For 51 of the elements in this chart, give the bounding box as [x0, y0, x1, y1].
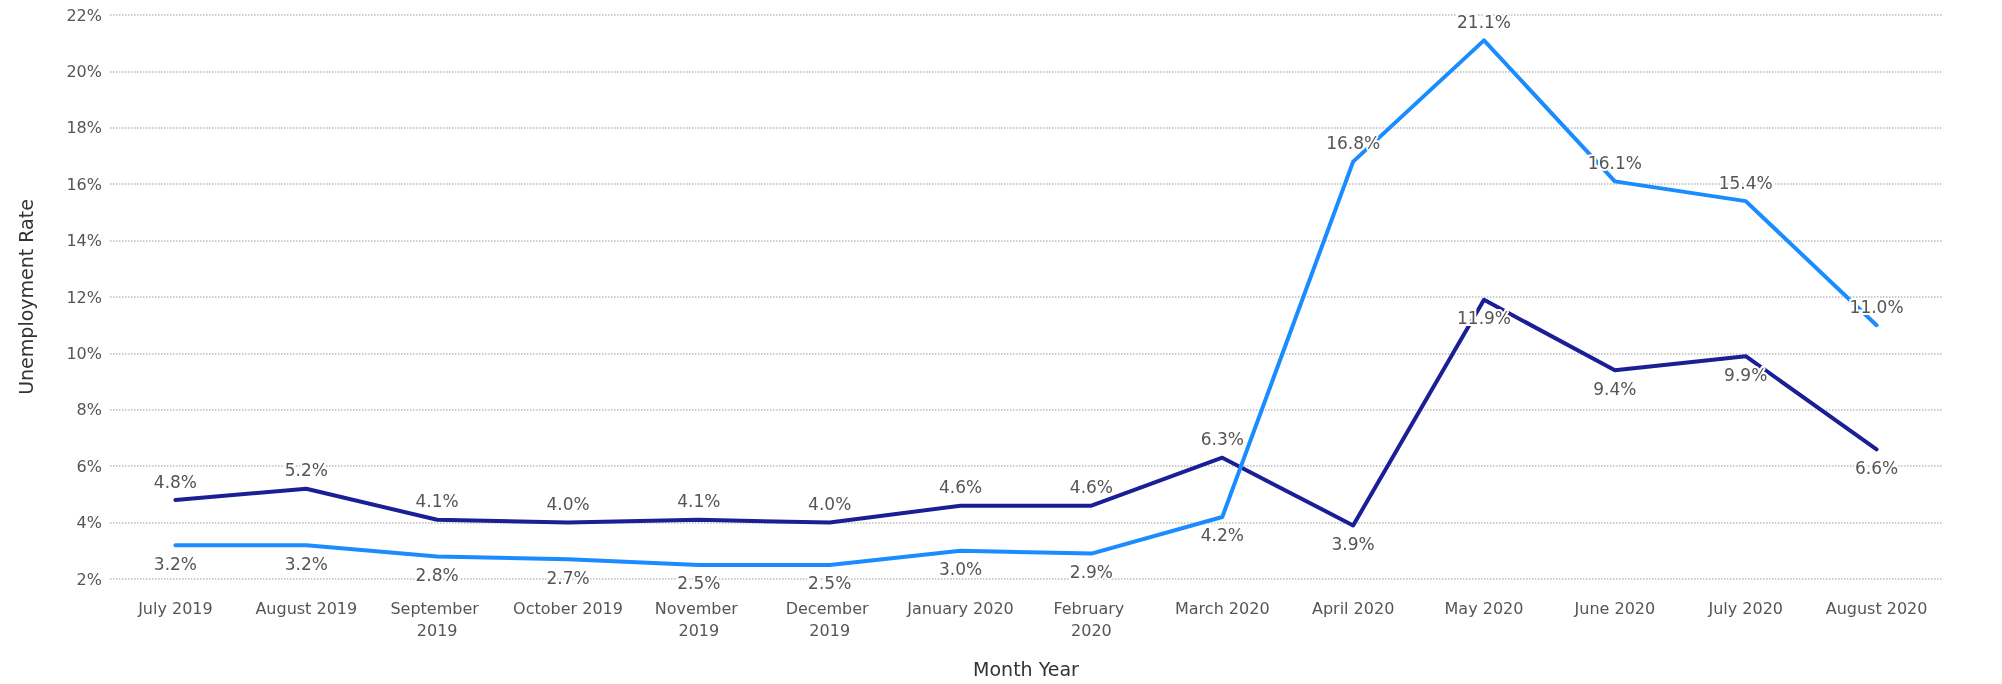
y-tick-label: 2% — [76, 569, 102, 589]
data-label: 6.6% — [1854, 457, 1899, 478]
x-tick-label: August 2019 — [255, 598, 358, 618]
data-label: 21.1% — [1456, 11, 1512, 32]
y-tick-label: 8% — [76, 400, 102, 420]
data-label: 3.0% — [938, 559, 983, 580]
y-axis-title: Unemployment Rate — [14, 199, 37, 395]
data-label: 5.2% — [284, 460, 328, 481]
x-tick-label: July 2019 — [137, 598, 213, 618]
y-tick-label: 4% — [76, 513, 102, 533]
data-label: 6.3% — [1200, 429, 1244, 450]
data-label: 4.1% — [677, 491, 721, 512]
data-label: 3.9% — [1331, 533, 1375, 554]
x-tick-label: May 2020 — [1444, 598, 1524, 618]
data-label: 9.9% — [1724, 364, 1768, 385]
x-tick-label: December 2019 — [785, 598, 874, 640]
data-label: 4.8% — [153, 471, 198, 492]
data-label: 3.2% — [284, 553, 328, 574]
data-label: 4.0% — [808, 494, 852, 515]
x-tick-label: September 2019 — [390, 598, 484, 640]
data-label: 4.1% — [415, 491, 459, 512]
data-label: 9.4% — [1593, 378, 1637, 399]
x-tick-label: February 2020 — [1053, 598, 1130, 640]
data-label: 4.6% — [1069, 477, 1114, 498]
y-tick-label: 10% — [66, 343, 102, 363]
x-axis-title: Month Year — [973, 657, 1080, 680]
y-tick-label: 18% — [66, 118, 102, 138]
data-label: 15.4% — [1718, 172, 1773, 193]
data-label: 3.2% — [153, 553, 198, 574]
x-tick-label: November 2019 — [654, 598, 744, 640]
data-label: 4.0% — [546, 494, 590, 515]
x-tick-label: June 2020 — [1573, 598, 1656, 618]
data-label: 2.7% — [546, 567, 590, 588]
data-label: 4.6% — [938, 477, 983, 498]
x-tick-label: January 2020 — [906, 598, 1014, 618]
y-tick-label: 16% — [66, 174, 102, 194]
x-tick-label: March 2020 — [1175, 598, 1270, 618]
y-tick-label: 6% — [76, 456, 102, 476]
data-label: 2.5% — [808, 573, 852, 594]
x-tick-label: April 2020 — [1311, 598, 1395, 618]
data-label: 2.5% — [677, 573, 721, 594]
y-tick-label: 22% — [66, 5, 102, 25]
data-label: 2.8% — [415, 564, 459, 585]
x-tick-label: August 2020 — [1825, 598, 1928, 618]
x-tick-label: July 2020 — [1707, 598, 1783, 618]
y-tick-label: 12% — [66, 287, 102, 307]
data-label: 2.9% — [1069, 562, 1114, 583]
x-tick-label: October 2019 — [513, 598, 623, 618]
data-label: 4.2% — [1200, 525, 1244, 546]
y-tick-label: 14% — [66, 231, 102, 251]
y-tick-label: 20% — [66, 61, 102, 81]
